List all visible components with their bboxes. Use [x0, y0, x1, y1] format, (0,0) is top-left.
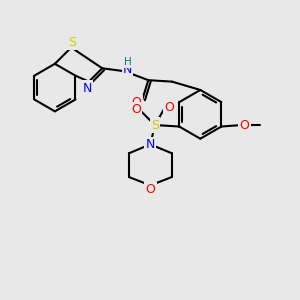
Text: O: O: [146, 183, 155, 196]
Text: N: N: [83, 82, 92, 95]
Text: S: S: [68, 36, 76, 49]
Text: N: N: [146, 138, 155, 151]
Text: O: O: [131, 96, 141, 109]
Text: H: H: [124, 57, 131, 67]
Text: N: N: [123, 63, 132, 76]
Text: O: O: [131, 103, 141, 116]
Text: O: O: [240, 118, 250, 131]
Text: S: S: [151, 118, 159, 131]
Text: O: O: [164, 101, 174, 114]
